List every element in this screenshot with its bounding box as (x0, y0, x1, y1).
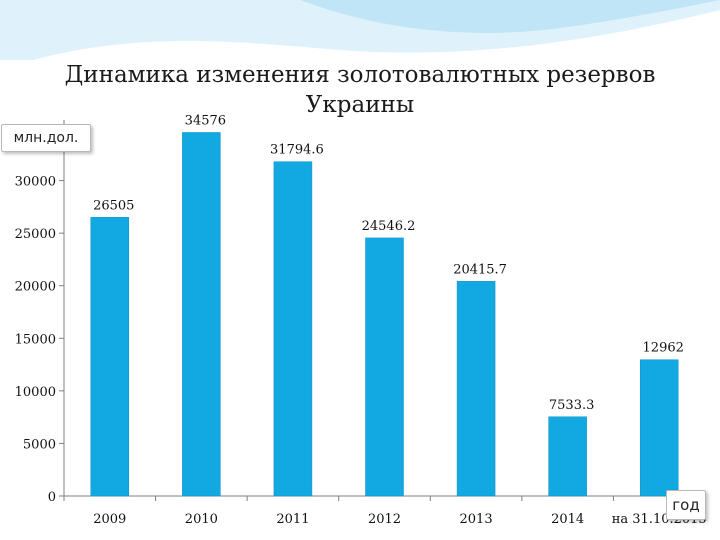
bar-value-label: 34576 (185, 113, 226, 128)
x-category-label: 2011 (276, 512, 309, 527)
bar-2011 (273, 161, 313, 497)
x-category-label: 2014 (551, 512, 584, 527)
x-category-label: 2012 (368, 512, 401, 527)
y-tick-label: 5000 (23, 437, 56, 452)
decorative-wave-header (0, 0, 720, 60)
bar-value-label: 24546.2 (362, 219, 416, 234)
bar-value-label: 12962 (643, 341, 684, 356)
x-category-label: 2013 (460, 512, 493, 527)
bar-value-label: 31794.6 (270, 143, 324, 158)
y-tick-label: 30000 (15, 175, 56, 190)
y-tick-label: 0 (48, 490, 56, 505)
bar-value-label: 7533.3 (549, 398, 595, 413)
bar-2013 (456, 281, 496, 497)
bar-на 31.10.2015 (639, 359, 679, 497)
bar-2010 (182, 132, 221, 497)
y-tick-label: 25000 (15, 227, 56, 242)
bar-value-label: 26505 (93, 198, 134, 213)
chart-title: Динамика изменения золотовалютных резерв… (64, 62, 656, 118)
y-axis-unit-label: млн.дол. (1, 124, 91, 152)
y-tick-label: 15000 (15, 332, 56, 347)
y-tick-label: 10000 (15, 385, 56, 400)
x-axis-label: год (666, 490, 706, 520)
bar-2014 (548, 416, 587, 497)
bar-2012 (365, 237, 404, 497)
x-category-label: 2010 (185, 512, 218, 527)
y-tick-label: 20000 (15, 280, 56, 295)
x-category-label: 2009 (93, 512, 126, 527)
bar-2009 (90, 217, 130, 497)
bar-value-label: 20415.7 (453, 262, 507, 277)
